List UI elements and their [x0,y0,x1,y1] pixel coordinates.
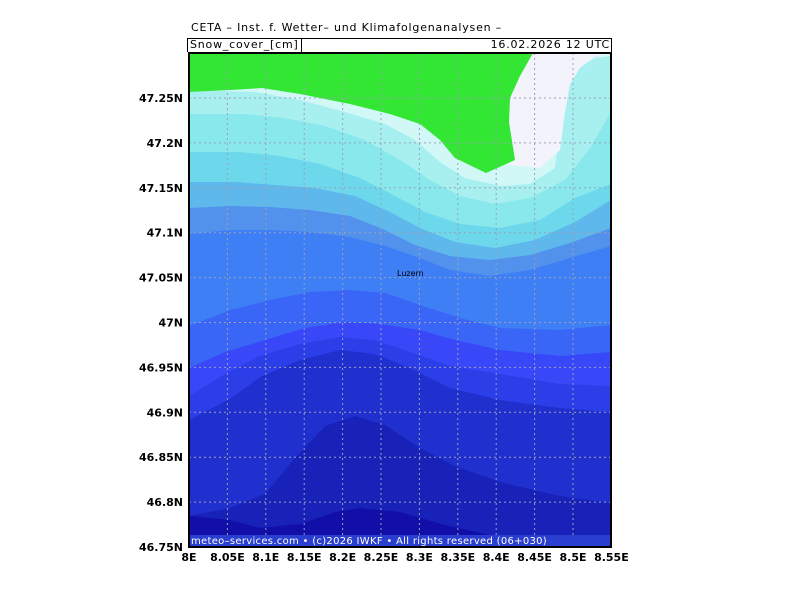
x-tick-label: 8.4E [483,551,510,564]
copyright-text: meteo–services.com • (c)2026 IWKF • All … [191,536,547,547]
x-tick-label: 8.35E [440,551,475,564]
y-tick-label: 46.9N [147,406,183,419]
y-axis-ticks: 47.25N 47.2N 47.15N 47.1N 47.05N 47N 46.95N 46.… [139,92,183,554]
x-tick-label: 8.15E [287,551,322,564]
datetime-label: 16.02.2026 12 UTC [490,38,610,51]
y-tick-label: 46.95N [139,361,183,374]
y-tick-label: 47.2N [147,137,183,150]
x-tick-label: 8.5E [559,551,586,564]
y-tick-label: 47.15N [139,182,183,195]
y-tick-label: 47.05N [139,272,183,285]
x-tick-label: 8.25E [364,551,399,564]
contour-fields [189,53,611,547]
y-tick-label: 46.75N [139,541,183,554]
y-tick-label: 46.8N [147,496,183,509]
x-tick-label: 8.45E [517,551,552,564]
x-tick-label: 8.05E [210,551,245,564]
copyright-band [189,535,611,547]
map-frame [188,52,612,548]
y-tick-label: 47N [158,317,183,330]
city-label-luzern: Luzern [397,269,424,278]
x-tick-label: 8.1E [252,551,279,564]
y-tick-label: 47.25N [139,92,183,105]
y-tick-label: 47.1N [147,227,183,240]
x-tick-label: 8.55E [594,551,629,564]
variable-label: Snow_cover_[cm] [190,38,299,51]
x-tick-label: 8.2E [329,551,356,564]
y-tick-label: 46.85N [139,451,183,464]
variable-box [188,38,302,52]
no-snow-area [189,53,533,173]
header-box [187,38,612,52]
map-grid [189,53,612,547]
x-axis-ticks: 8E 8.05E 8.1E 8.15E 8.2E 8.25E 8.3E 8.35E 8.4E 8.… [181,551,628,564]
x-tick-label: 8E [181,551,196,564]
map-title: CETA – Inst. f. Wetter– und Klimafolgena… [191,21,503,34]
x-tick-label: 8.3E [406,551,433,564]
